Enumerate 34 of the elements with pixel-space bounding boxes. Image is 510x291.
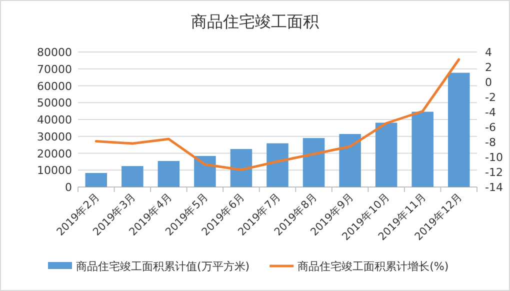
chart-title: 商品住宅竣工面积 <box>191 12 319 31</box>
y-tick-label: 70000 <box>37 62 72 76</box>
bar <box>266 143 288 187</box>
y-tick-label: 10000 <box>37 164 72 178</box>
bar <box>448 72 470 187</box>
y-tick-label: 20000 <box>37 147 72 160</box>
y2-tick-label: -8 <box>485 136 496 149</box>
legend-label: 商品住宅竣工面积累计增长(%) <box>298 260 449 273</box>
y-tick-label: 30000 <box>37 130 72 144</box>
bar <box>194 156 216 187</box>
y-tick-label: 40000 <box>37 114 72 126</box>
y2-tick-label: -4 <box>485 106 496 119</box>
y2-tick-label: -6 <box>485 121 496 134</box>
bar <box>375 122 398 187</box>
bar <box>122 166 144 187</box>
legend-label: 商品住宅竣工面积累计值(万平方米) <box>76 260 250 273</box>
y-tick-label: 80000 <box>37 46 72 59</box>
bar <box>302 138 325 187</box>
bar <box>339 134 361 187</box>
y2-tick-label: -12 <box>485 166 503 179</box>
y-tick-label: 50000 <box>37 96 72 110</box>
y2-tick-label: -2 <box>485 91 496 104</box>
y2-tick-label: -10 <box>485 151 503 164</box>
y2-tick-label: -14 <box>485 181 503 194</box>
y-tick-label: 60000 <box>37 80 72 93</box>
y2-tick-label: 4 <box>485 46 492 59</box>
line-series <box>94 58 460 171</box>
y-tick-label: 0 <box>65 181 72 194</box>
bar <box>412 112 434 187</box>
bar <box>85 172 108 187</box>
bar <box>158 161 180 187</box>
y2-tick-label: 2 <box>485 61 492 74</box>
bar <box>230 149 252 187</box>
y2-tick-label: 0 <box>485 76 492 89</box>
